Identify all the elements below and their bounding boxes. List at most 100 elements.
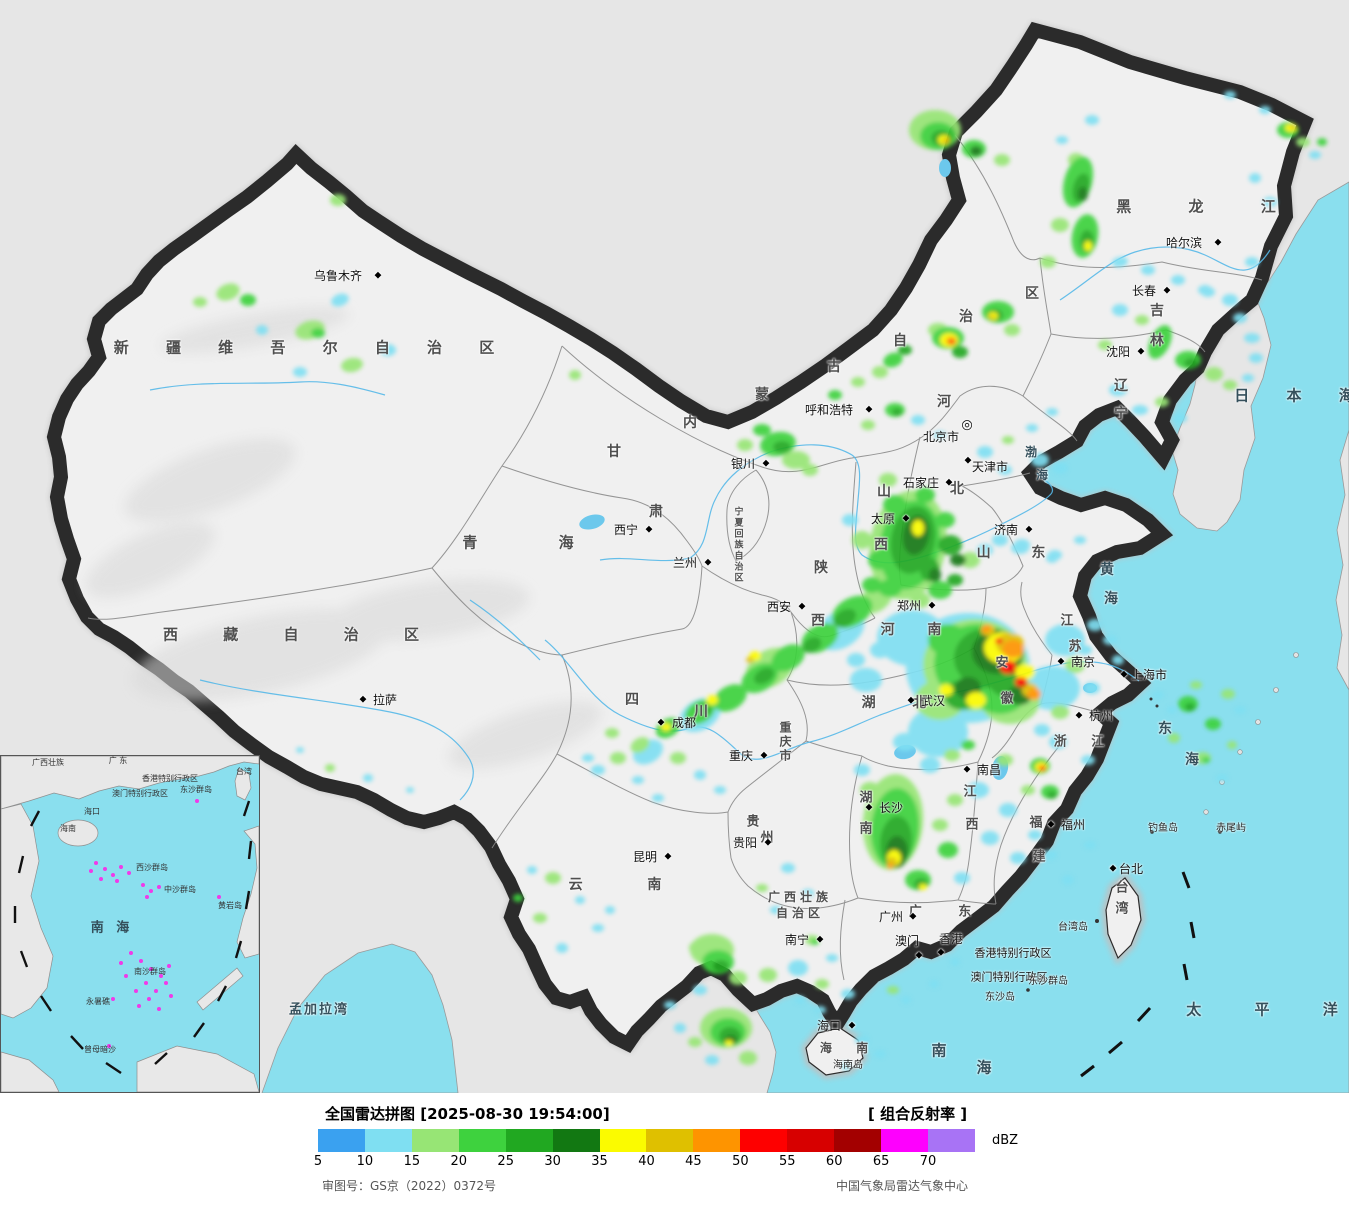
radar-echo	[1002, 640, 1024, 658]
radar-echo	[1028, 830, 1042, 840]
radar-echo	[938, 535, 962, 555]
reef-dot	[144, 981, 148, 985]
radar-echo	[1041, 767, 1045, 771]
radar-echo	[879, 473, 897, 487]
radar-echo	[872, 366, 888, 378]
reef-dot	[167, 964, 171, 968]
radar-echo	[605, 728, 619, 738]
legend-review-number: 审图号：GS京（2022）0372号	[322, 1179, 496, 1193]
radar-echo	[661, 723, 671, 731]
legend-source: 中国气象局雷达气象中心	[836, 1179, 969, 1193]
radar-echo	[1103, 635, 1117, 645]
radar-echo	[759, 968, 777, 982]
radar-echo	[868, 550, 892, 570]
radar-echo	[664, 1001, 676, 1009]
radar-echo	[753, 667, 775, 685]
radar-echo	[1167, 706, 1177, 714]
radar-echo	[193, 297, 207, 307]
radar-echo	[912, 520, 924, 536]
radar-echo	[1014, 539, 1030, 551]
radar-echo	[929, 568, 941, 582]
inset-palawan	[196, 967, 244, 1011]
legend-cell	[364, 1129, 412, 1152]
radar-echo	[967, 782, 989, 798]
radar-echo	[977, 544, 993, 556]
radar-echo	[939, 684, 953, 696]
radar-echo	[325, 764, 335, 772]
radar-echo	[556, 943, 568, 953]
reef-dot	[94, 861, 98, 865]
legend-colorbar	[318, 1129, 975, 1152]
legend-cell	[881, 1129, 928, 1152]
legend-cell	[787, 1129, 835, 1152]
legend-cell	[927, 1129, 975, 1152]
radar-echo	[1084, 682, 1100, 694]
reef-dot	[149, 889, 153, 893]
radar-echo	[934, 431, 946, 439]
radar-echo	[1223, 380, 1237, 390]
island-dots	[1026, 697, 1222, 992]
ryukyu-islands	[1203, 652, 1299, 815]
reef-dot	[154, 989, 158, 993]
radar-echo	[1098, 340, 1112, 350]
radar-echo	[1227, 741, 1237, 749]
radar-echo	[689, 941, 707, 955]
radar-echo	[714, 786, 726, 794]
radar-echo	[1046, 408, 1058, 416]
radar-echo	[1085, 115, 1099, 125]
reef-dot	[141, 883, 145, 887]
inset-map	[1, 756, 259, 1092]
radar-echo	[1141, 265, 1155, 275]
radar-echo	[1222, 294, 1238, 306]
radar-echo	[966, 692, 986, 708]
radar-echo	[915, 487, 935, 503]
reef-dot	[107, 1044, 111, 1048]
legend-tick: 40	[638, 1154, 655, 1169]
radar-echo	[1065, 657, 1085, 673]
radar-echo	[770, 906, 782, 914]
radar-echo	[1084, 841, 1096, 849]
radar-echo	[1021, 785, 1035, 795]
radar-echo	[949, 340, 955, 344]
radar-echo	[705, 1055, 719, 1065]
radar-echo	[1008, 668, 1016, 674]
radar-echo	[380, 344, 396, 356]
radar-echo	[1205, 718, 1221, 730]
reef-dot	[137, 1004, 141, 1008]
radar-echo	[850, 668, 882, 692]
radar-echo	[802, 637, 822, 653]
legend-cell	[646, 1129, 694, 1152]
radar-echo	[1084, 241, 1092, 251]
radar-echo	[1109, 384, 1127, 396]
radar-echo	[753, 424, 771, 436]
radar-echo	[795, 996, 805, 1004]
legend-cell	[834, 1129, 882, 1152]
radar-echo	[860, 782, 880, 798]
radar-echo-layer	[193, 91, 1327, 1070]
radar-echo	[1317, 138, 1327, 146]
radar-echo	[947, 794, 963, 806]
radar-echo	[870, 642, 890, 658]
reef-dot	[134, 989, 138, 993]
radar-echo	[630, 737, 650, 753]
radar-echo	[632, 776, 644, 784]
reef-dot	[89, 869, 93, 873]
radar-echo	[1010, 852, 1026, 864]
radar-echo	[1245, 257, 1259, 267]
radar-echo	[841, 1062, 851, 1070]
radar-echo	[363, 774, 373, 782]
radar-echo	[952, 346, 968, 358]
legend-cell	[411, 1129, 459, 1152]
radar-echo	[533, 913, 547, 923]
radar-echo	[240, 294, 256, 306]
reef-dot	[111, 873, 115, 877]
radar-echo	[1087, 619, 1103, 631]
inset-luzon	[236, 825, 259, 959]
radar-echo	[739, 1051, 757, 1065]
reef-dot	[217, 895, 221, 899]
radar-echo	[874, 1050, 886, 1058]
radar-echo	[1027, 688, 1041, 700]
radar-echo	[1045, 624, 1085, 656]
radar-echo	[330, 194, 346, 206]
reef-dot	[159, 974, 163, 978]
